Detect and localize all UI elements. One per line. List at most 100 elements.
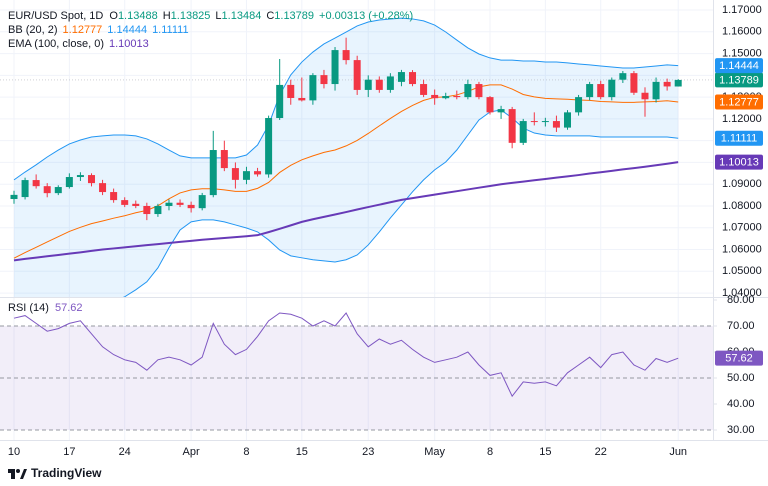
ohlc-value: 1.13484 (222, 10, 262, 22)
candle-body (530, 121, 538, 123)
candle-body (486, 97, 494, 113)
candle-body (453, 96, 461, 98)
y-tick-label: 40.00 (727, 398, 755, 410)
candle-body (165, 202, 173, 206)
candle-body (187, 204, 195, 209)
candle-body (154, 205, 162, 215)
band-fill (14, 18, 679, 297)
ohlc-label: C (266, 10, 274, 22)
candle-body (575, 97, 583, 113)
price-tag-label: 1.13789 (719, 74, 759, 86)
legend-value: 1.10013 (109, 38, 149, 50)
candle-body (309, 75, 317, 101)
candle-body (10, 194, 18, 200)
candle-body (519, 121, 527, 143)
candle-body (564, 112, 571, 128)
change: +0.00313 (+0.28%) (319, 10, 413, 22)
candle-body (375, 79, 383, 90)
y-tick-label: 1.05000 (722, 265, 762, 277)
ohlc-label: L (215, 10, 221, 22)
x-tick-label: 8 (243, 446, 249, 458)
price-tag (715, 72, 763, 88)
plot-area (0, 17, 713, 297)
header: EUR/USD Spot, 1D O1.13488 H1.13825 L1.13484… (8, 10, 413, 22)
candle-body (32, 180, 40, 187)
candle-body (364, 79, 372, 90)
watermark: TradingView (31, 466, 102, 480)
y-tick-label: 1.08000 (722, 200, 762, 212)
x-tick-label: 8 (487, 446, 493, 458)
candle-body (76, 175, 84, 178)
legend-name: EMA (100, close, 0) (8, 38, 104, 50)
legend-value: 1.12777 (63, 24, 103, 36)
candle-body (630, 73, 638, 93)
candle-body (586, 84, 594, 98)
series-line (13, 312, 679, 398)
y-tick-label: 1.15000 (722, 47, 762, 59)
candle-body (220, 150, 228, 169)
y-tick-label: 1.09000 (722, 178, 762, 190)
candle-body (54, 187, 62, 194)
legend-entry: RSI (14) 57.62 (8, 302, 83, 314)
candle-body (552, 121, 560, 128)
candle-body (508, 109, 516, 143)
candle-body (242, 171, 250, 180)
ohlc-value: 1.13488 (118, 10, 158, 22)
price-tag (715, 94, 763, 110)
price-tag-label: 1.11111 (721, 133, 758, 145)
x-tick-label: 24 (119, 446, 131, 458)
legend-entry: EMA (100, close, 0) 1.10013 (8, 38, 149, 50)
candle-body (541, 121, 549, 123)
legend-value: 1.14444 (107, 24, 147, 36)
candle-body (298, 97, 306, 101)
candle-body (21, 180, 29, 198)
candle-body (276, 84, 284, 119)
candle-body (143, 205, 151, 215)
candle-body (43, 186, 51, 194)
candle-body (409, 72, 417, 85)
indicator-line (13, 84, 679, 259)
candle-body (99, 183, 107, 193)
price-tag (715, 58, 763, 74)
candle-body (231, 168, 239, 180)
candle-body (663, 81, 671, 87)
y-tick-label: 1.06000 (722, 243, 762, 255)
x-tick-label: May (424, 446, 445, 458)
ohlc-label: O (109, 10, 118, 22)
candle-body (65, 177, 73, 188)
legend-entry: BB (20, 2) 1.12777 1.14444 1.11111 (8, 24, 189, 36)
symbol-title: EUR/USD Spot, 1D (8, 10, 103, 22)
legend-name: RSI (14) (8, 302, 49, 314)
candle-body (110, 192, 118, 201)
candle-body (619, 73, 627, 80)
candle-body (198, 195, 206, 209)
plot-area (0, 312, 713, 431)
price-tag-label: 1.12777 (719, 96, 759, 108)
y-tick-label: 50.00 (727, 372, 755, 384)
candle-body (209, 150, 217, 196)
price-tag-label: 1.10013 (719, 157, 759, 169)
price-tag (715, 350, 763, 366)
price-tag-label: 57.62 (725, 353, 753, 365)
legend-value: 57.62 (55, 302, 83, 314)
indicator-line (13, 161, 679, 262)
ohlc-label: H (163, 10, 171, 22)
y-tick-label: 1.04000 (722, 287, 762, 299)
candle-body (442, 96, 450, 99)
x-tick-label: 15 (296, 446, 308, 458)
legend-value: 1.11111 (152, 24, 189, 36)
candle-body (497, 109, 505, 113)
x-tick-label: 15 (539, 446, 551, 458)
x-tick-label: 17 (63, 446, 75, 458)
candle-body (121, 200, 129, 205)
candle-body (265, 118, 273, 175)
y-tick-label: 1.12000 (722, 113, 762, 125)
candle-body (254, 171, 262, 175)
x-tick-label: Apr (183, 446, 200, 458)
x-tick-label: 10 (8, 446, 20, 458)
candle-body (342, 50, 350, 61)
candle-body (331, 50, 339, 85)
x-tick-label: 22 (595, 446, 607, 458)
candle-body (597, 84, 605, 98)
candle-body (287, 84, 295, 98)
